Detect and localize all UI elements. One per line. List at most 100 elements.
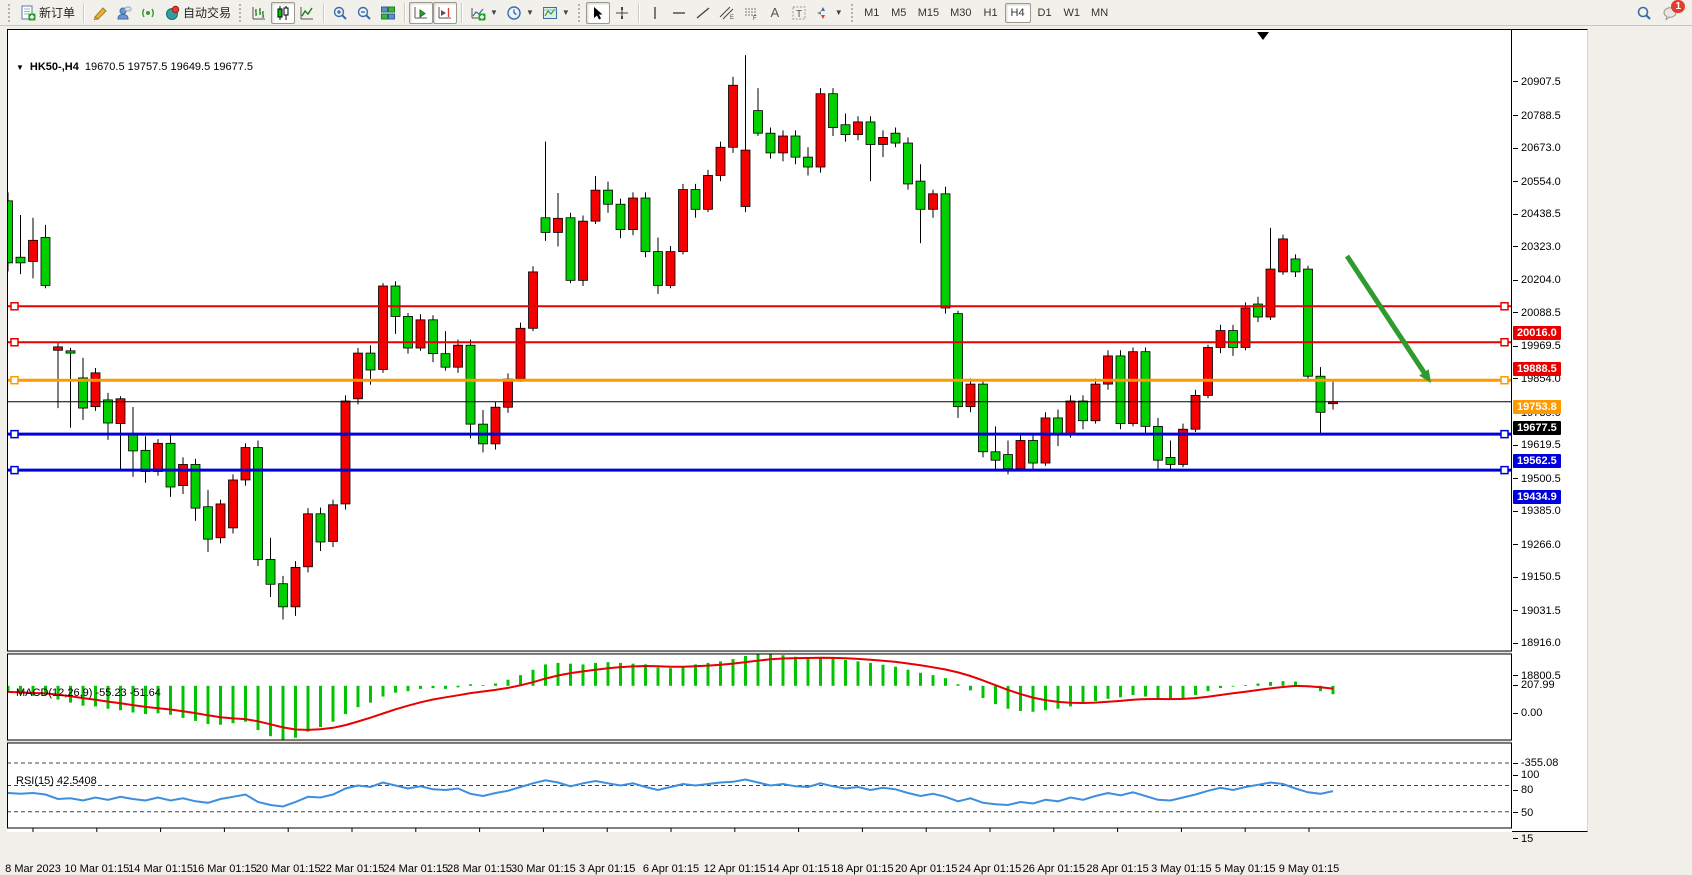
text-tool-icon: A: [770, 5, 780, 20]
hline-price-tag: 20016.0: [1513, 325, 1561, 340]
line-chart-mode-button[interactable]: [295, 2, 319, 24]
zoom-in-icon: [333, 6, 347, 20]
collapse-triangle-icon[interactable]: ▼: [16, 62, 24, 72]
timeframe-M30[interactable]: M30: [950, 6, 972, 19]
text-tool-button[interactable]: A: [763, 2, 787, 24]
chart-window: ▼ HK50-,H4 19670.5 19757.5 19649.5 19677…: [0, 27, 1692, 875]
time-axis-label: 26 Apr 01:15: [1022, 863, 1085, 875]
price-tick: 20673.0: [1513, 142, 1561, 154]
price-tick: 19854.0: [1513, 373, 1561, 385]
chevron-down-icon: ▼: [834, 8, 843, 17]
price-tick: 20907.5: [1513, 76, 1561, 88]
time-axis-label: 24 Mar 01:15: [383, 863, 449, 875]
account-cloud-button[interactable]: [112, 2, 136, 24]
candlestick-chart[interactable]: [7, 27, 1512, 832]
toolbar-grip: [577, 3, 582, 22]
fibonacci-icon: F: [744, 8, 757, 21]
hline-price-tag: 19753.8: [1513, 399, 1561, 414]
chevron-down-icon: ▼: [490, 8, 498, 17]
equidistant-channel-tool-button[interactable]: E: [715, 2, 739, 24]
time-axis-label: 16 Mar 01:15: [191, 863, 257, 875]
time-axis-label: 14 Apr 01:15: [767, 863, 830, 875]
new-order-label: 新订单: [39, 6, 76, 20]
timeframe-D1[interactable]: D1: [1037, 6, 1052, 19]
text-label-tool-button[interactable]: T: [787, 2, 811, 24]
auto-scroll-button[interactable]: [409, 1, 434, 24]
time-axis-label: 6 Apr 01:15: [642, 863, 700, 875]
price-tick: 19031.5: [1513, 605, 1561, 617]
account-cloud-icon: [117, 6, 132, 19]
periods-button[interactable]: ▼: [502, 2, 538, 24]
current-price-tag: 19677.5: [1513, 421, 1561, 436]
price-tick: 20554.0: [1513, 176, 1561, 188]
equidistant-channel-icon: E: [719, 6, 734, 21]
time-axis-label: 28 Apr 01:15: [1086, 863, 1149, 875]
toolbar-grip: [239, 3, 243, 22]
new-order-button[interactable]: 新订单: [16, 2, 79, 24]
macd-scale-tick: 0.00: [1513, 707, 1542, 719]
fibonacci-tool-button[interactable]: F: [739, 2, 763, 24]
time-axis-label: 24 Apr 01:15: [958, 863, 1022, 875]
line-chart-icon: [300, 6, 314, 19]
template-icon: [542, 6, 557, 19]
vertical-line-tool-button[interactable]: [643, 2, 667, 24]
price-tick: 19385.0: [1513, 505, 1561, 517]
price-tick: 19150.5: [1513, 571, 1561, 583]
timeframe-bar: M1 M5 M15 M30 H1 H4 D1 W1 MN: [859, 2, 1113, 23]
arrows-tool-button[interactable]: ▼: [811, 2, 847, 24]
notifications-button[interactable]: 1: [1662, 0, 1685, 21]
svg-text:T: T: [796, 9, 802, 20]
time-axis-label: 9 May 01:15: [1278, 863, 1340, 875]
trendline-tool-button[interactable]: [691, 2, 715, 24]
horizontal-line-tool-button[interactable]: [667, 2, 691, 24]
search-icon[interactable]: [1636, 5, 1652, 21]
price-tick: 19969.5: [1513, 340, 1561, 352]
crosshair-tool-button[interactable]: [610, 2, 634, 24]
chart-shift-button[interactable]: [433, 1, 458, 24]
rsi-scale-tick: 50: [1513, 807, 1533, 819]
tile-windows-button[interactable]: [376, 2, 400, 24]
svg-text:E: E: [730, 15, 734, 21]
candlestick-mode-button[interactable]: [271, 1, 296, 24]
rsi-name: RSI(15): [16, 775, 54, 787]
templates-button[interactable]: ▼: [538, 2, 574, 24]
main-toolbar: 新订单 自动交易: [0, 0, 1692, 26]
toolbar-grip: [8, 3, 12, 22]
timeframe-M15[interactable]: M15: [917, 6, 940, 19]
indicators-button[interactable]: ▼: [466, 2, 502, 24]
macd-scale-tick: 207.99: [1513, 679, 1555, 691]
rsi-value: 42.5408: [56, 775, 97, 787]
zoom-in-button[interactable]: [328, 2, 352, 24]
arrows-icon: [816, 6, 825, 19]
zoom-out-button[interactable]: [352, 2, 376, 24]
autotrade-button[interactable]: 自动交易: [160, 2, 235, 24]
timeframe-M1[interactable]: M1: [864, 6, 880, 19]
price-tick: 18800.5: [1513, 670, 1561, 682]
price-tick: 20204.0: [1513, 274, 1561, 286]
time-axis-label: 14 Mar 01:15: [128, 863, 194, 875]
autotrade-icon: [166, 5, 180, 20]
timeframe-W1[interactable]: W1: [1063, 6, 1081, 19]
timeframe-MN[interactable]: MN: [1091, 6, 1109, 19]
time-axis-label: 20 Mar 01:15: [255, 863, 321, 875]
rsi-scale-tick: 80: [1513, 784, 1533, 796]
chevron-down-icon: ▼: [561, 8, 570, 17]
zoom-out-icon: [357, 6, 371, 20]
signal-button[interactable]: [136, 2, 160, 24]
toolbar-separator: [323, 2, 325, 23]
indicators-icon: [471, 7, 486, 20]
timeframe-H4[interactable]: H4: [1004, 2, 1031, 23]
svg-text:F: F: [753, 16, 757, 21]
crayon-tool-button[interactable]: [88, 2, 112, 24]
chart-title-row: ▼ HK50-,H4 19670.5 19757.5 19649.5 19677…: [16, 61, 253, 73]
chevron-down-icon: ▼: [525, 8, 534, 17]
timeframe-M5[interactable]: M5: [891, 6, 907, 19]
chart-shift-icon: [438, 6, 452, 18]
timeframe-H1[interactable]: H1: [983, 6, 998, 19]
time-axis-label: 5 May 01:15: [1214, 863, 1276, 875]
bar-chart-mode-button[interactable]: [247, 2, 271, 24]
auto-scroll-icon: [414, 6, 428, 18]
cursor-tool-button[interactable]: [585, 1, 610, 24]
price-tick: 20088.5: [1513, 307, 1561, 319]
text-label-icon: T: [792, 6, 806, 20]
